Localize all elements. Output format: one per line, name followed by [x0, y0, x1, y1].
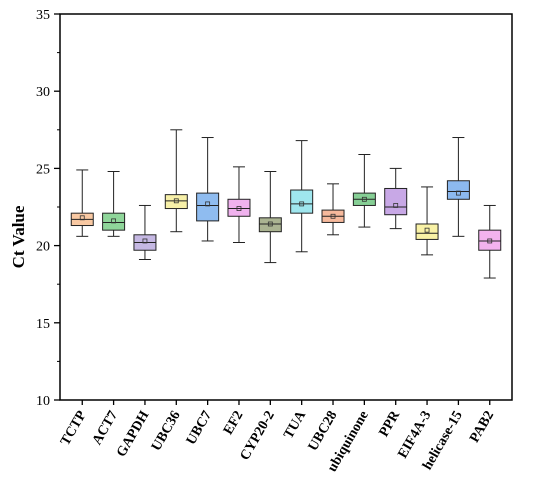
box-PAB2 [478, 229, 502, 251]
mean-marker [361, 196, 367, 202]
x-tick-label: TCTP [58, 408, 90, 448]
mean-marker [299, 201, 305, 207]
mean-marker [205, 201, 211, 207]
x-tick-label: TUA [281, 408, 309, 442]
box-EF2 [227, 198, 251, 217]
x-tick-label: PPR [377, 408, 404, 440]
y-tick-label: 10 [36, 394, 50, 409]
box-UBC36 [164, 194, 188, 210]
plot-frame [59, 13, 513, 401]
mean-marker [79, 215, 85, 221]
mean-marker [236, 206, 242, 211]
x-tick-label: UBC7 [184, 409, 215, 448]
box-UBC7 [196, 192, 220, 222]
mean-marker [487, 238, 493, 244]
mean-marker [142, 238, 148, 244]
y-tick-label: 35 [36, 8, 50, 23]
y-tick-label: 20 [36, 240, 50, 255]
mean-marker [173, 198, 179, 204]
mean-marker [330, 213, 336, 219]
x-tick-label: PAB2 [467, 409, 497, 446]
box-CYP20-2 [258, 217, 282, 233]
box-EIF4A-3 [415, 223, 439, 240]
x-tick-label: UBC36 [149, 409, 184, 454]
mean-marker [111, 218, 117, 224]
y-tick-label: 25 [36, 162, 50, 177]
mean-marker [424, 227, 430, 233]
mean-marker [455, 190, 461, 196]
mean-marker [393, 203, 399, 208]
x-tick-label: ACT7 [90, 409, 121, 448]
box-PPR [384, 187, 408, 216]
x-tick-label: UBC28 [306, 409, 341, 454]
box-helicase-15 [446, 180, 470, 200]
mean-marker [267, 221, 273, 227]
box-ACT7 [102, 212, 126, 231]
x-tick-label: EF2 [221, 409, 246, 438]
y-tick-label: 30 [36, 85, 50, 100]
y-axis-title: Ct Value [9, 205, 28, 268]
y-tick-label: 15 [36, 317, 50, 332]
